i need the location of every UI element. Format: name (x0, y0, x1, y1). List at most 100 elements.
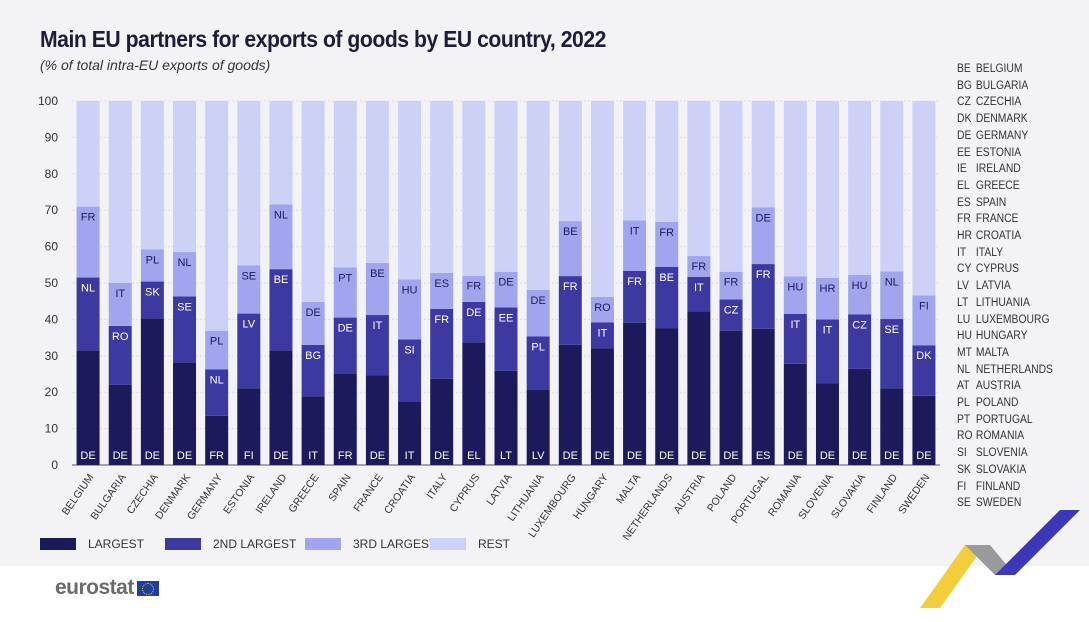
partner-label: IT (694, 282, 704, 294)
country-name: GREECE (975, 179, 1020, 192)
bar-segment-3rd-largest (623, 220, 647, 271)
bar-segment-rest (140, 101, 164, 250)
country-name: CZECHIA (975, 96, 1022, 109)
partner-label: DE (498, 277, 513, 289)
y-tick-label: 50 (45, 276, 59, 290)
country-name: POLAND (975, 397, 1019, 409)
y-tick-label: 40 (45, 312, 59, 326)
bar-segment-2nd-largest (623, 270, 647, 323)
partner-label: DE (177, 450, 192, 462)
country-legend-item: BE BELGIUM (957, 63, 1022, 75)
country-name: PORTUGAL (975, 413, 1033, 426)
partner-label: DE (723, 450, 738, 462)
x-tick-label: CROATIA (382, 472, 418, 516)
bar-segment-2nd-largest (815, 319, 839, 384)
country-code: EE (957, 146, 971, 159)
country-code: LU (957, 313, 971, 326)
bar-segment-largest (526, 390, 550, 465)
partner-label: IT (405, 450, 415, 462)
legend-swatch (40, 538, 76, 550)
partner-label: FR (659, 227, 674, 239)
partner-label: NL (177, 257, 191, 269)
legend-item: 2ND LARGEST (165, 537, 296, 551)
bar-segment-rest (623, 101, 647, 221)
country-legend-item: FI FINLAND (957, 481, 1020, 493)
bar-segment-2nd-largest (719, 299, 743, 331)
partner-label: IT (598, 327, 608, 339)
partner-label: PL (210, 336, 223, 348)
legend-label: LARGEST (88, 537, 145, 551)
country-code: SK (957, 463, 971, 476)
partner-label: IT (373, 320, 383, 332)
bar-segment-largest (365, 375, 389, 465)
y-tick-label: 0 (51, 458, 58, 472)
country-legend-item: IT ITALY (957, 247, 1003, 259)
country-code: IE (957, 163, 967, 176)
country-name: SLOVAKIA (975, 463, 1027, 476)
partner-label: PT (338, 272, 352, 284)
bar-segment-rest (494, 101, 518, 272)
bar-segment-rest (269, 101, 293, 205)
bar-segment-largest (462, 342, 486, 465)
partner-label: FR (627, 276, 642, 288)
bar-segment-3rd-largest (76, 206, 100, 278)
country-code: LT (957, 296, 969, 309)
country-code: PL (957, 397, 970, 409)
bar-segment-largest (301, 396, 325, 465)
bar-segment-rest (783, 101, 807, 277)
bar-segment-2nd-largest (205, 369, 229, 416)
country-legend-item: DK DENMARK (957, 113, 1028, 125)
partner-label: DE (756, 212, 771, 224)
partner-label: FI (919, 300, 929, 312)
country-code: IT (957, 246, 967, 259)
bar-segment-2nd-largest (398, 339, 422, 402)
country-code: SI (957, 447, 967, 460)
legend-swatch (165, 538, 201, 550)
y-tick-label: 20 (45, 385, 59, 399)
y-tick-label: 10 (45, 422, 59, 436)
x-tick-label: GREECE (286, 472, 321, 515)
bar-segment-largest (751, 328, 775, 465)
country-name: ROMANIA (975, 430, 1025, 443)
partner-label: CZ (852, 319, 867, 331)
bar-segment-largest (269, 350, 293, 465)
country-legend-item: RO ROMANIA (957, 430, 1024, 442)
country-legend-item: CZ CZECHIA (957, 96, 1021, 108)
partner-label: SE (241, 271, 256, 283)
footer (0, 566, 1089, 622)
country-legend-item: NL NETHERLANDS (957, 364, 1053, 376)
partner-label: IT (823, 324, 833, 336)
bar-segment-largest (719, 330, 743, 465)
bar-segment-rest (205, 101, 229, 331)
eu-flag-icon (136, 580, 159, 596)
bar-segment-largest (333, 374, 357, 465)
bar-segment-2nd-largest (526, 336, 550, 391)
legend-label: REST (478, 537, 511, 551)
bar-segment-rest (333, 101, 357, 268)
bar-segment-3rd-largest (333, 267, 357, 318)
bar-segment-largest (880, 388, 904, 465)
country-legend-item: LT LITHUANIA (957, 297, 1030, 309)
partner-label: DE (852, 450, 867, 462)
partner-label: DE (113, 450, 128, 462)
country-legend-item: LU LUXEMBOURG (957, 314, 1050, 326)
bar-segment-2nd-largest (462, 301, 486, 343)
bar-segment-3rd-largest (301, 301, 325, 345)
bar-segment-3rd-largest (719, 271, 743, 300)
legend-label: 2ND LARGEST (213, 537, 297, 551)
y-tick-label: 70 (45, 203, 59, 217)
chart-subtitle: (% of total intra-EU exports of goods) (40, 57, 271, 73)
country-code: RO (957, 430, 973, 443)
x-tick-label: IRELAND (253, 471, 289, 516)
country-name: FRANCE (975, 213, 1019, 226)
country-name: NETHERLANDS (975, 363, 1053, 376)
partner-label: HR (820, 283, 836, 295)
bar-segment-2nd-largest (140, 281, 164, 319)
eurostat-logo: eurostat (55, 576, 159, 600)
legend-swatch (305, 538, 341, 550)
partner-label: FR (434, 314, 449, 326)
country-legend-item: ES SPAIN (957, 197, 1006, 209)
bar-segment-largest (108, 384, 132, 465)
